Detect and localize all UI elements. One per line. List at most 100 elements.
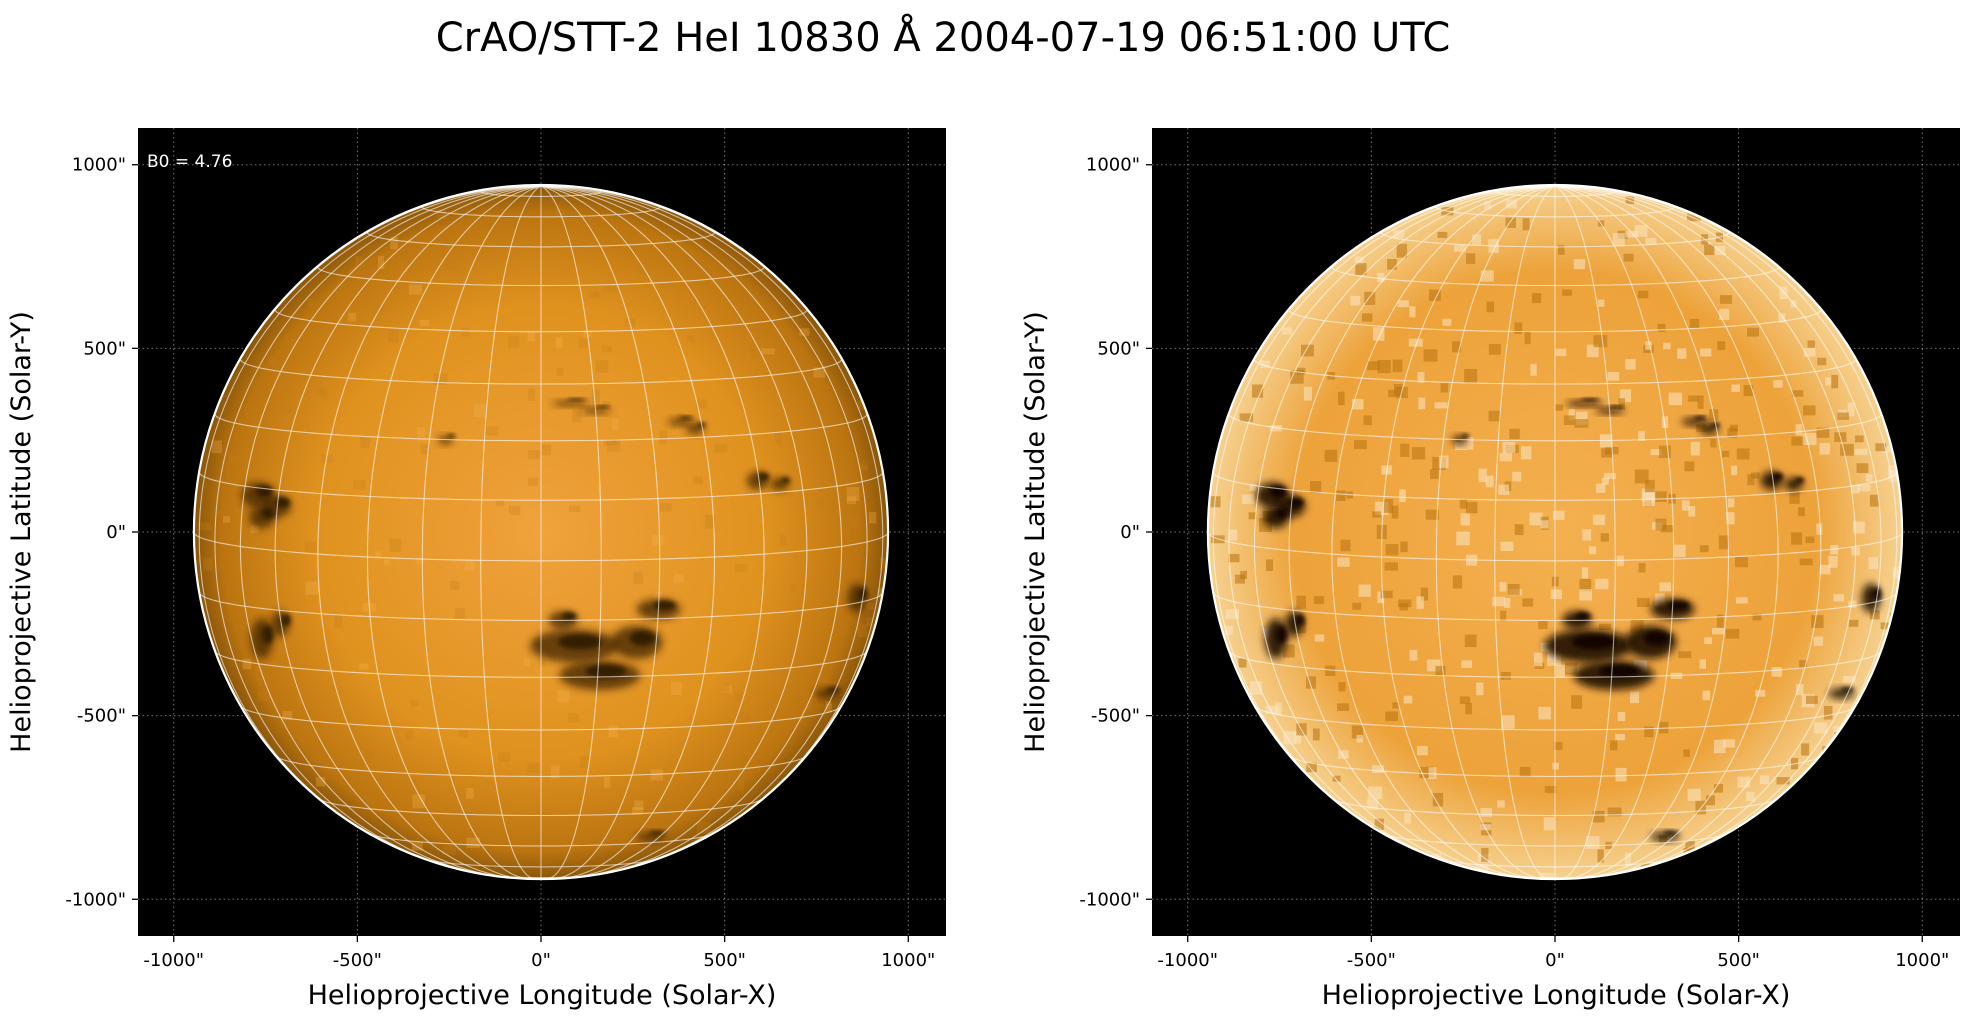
granulation-patch [1500,610,1507,622]
x-tick-label: -1000" [1157,950,1218,971]
grid-curve [1288,185,1556,878]
active-region-core [1663,830,1679,835]
granulation-patch [1275,702,1282,716]
granulation-patch [257,691,270,701]
granulation-patch [484,426,499,436]
granulation-patch [355,256,363,267]
granulation-patch [1704,637,1713,644]
granulation-patch [1820,564,1831,575]
granulation-patch [1530,364,1537,376]
granulation-patch [723,685,733,694]
granulation-patch [651,535,665,546]
granulation-patch [1655,518,1667,531]
grid-curve [1253,358,1857,385]
active-region [1452,435,1467,445]
granulation-patch [305,581,320,595]
granulation-patch [1625,358,1636,370]
granulation-patch [1432,792,1444,807]
granulation-patch [1312,728,1320,741]
granulation-patch [1252,384,1264,398]
granulation-patch [449,580,460,590]
granulation-patch [738,778,745,791]
granulation-patch [1736,448,1750,460]
grid-curve [274,185,542,878]
granulation-patch [1282,327,1293,335]
granulation-patch [495,499,505,507]
granulation-patch [1677,348,1687,359]
granulation-patch [696,821,711,834]
granulation-patch [1857,484,1871,492]
granulation-patch [695,399,707,409]
grid-curve [1212,592,1898,621]
y-axis-label: Helioprojective Latitude (Solar-Y) [6,311,37,753]
granulation-patch [1704,244,1715,255]
y-tick-label: -1000" [65,889,126,910]
active-region-core [281,614,291,626]
granulation-patch [1851,485,1860,494]
granulation-patch [387,329,399,343]
grid-curve [1435,185,1556,880]
solar-features [1210,196,1903,880]
grid-curve [1331,266,1779,287]
granulation-patch [767,336,780,348]
granulation-patch [1713,784,1723,793]
granulation-patch [1689,319,1700,328]
granulation-patch [1638,563,1646,573]
granulation-patch [1607,372,1620,381]
granulation-patch [1618,398,1626,411]
y-tick-label: 500" [1097,338,1140,359]
granulation-patch [1716,614,1724,628]
granulation-patch [737,710,751,721]
grid-curve [239,358,843,385]
granulation-patch [371,304,384,314]
granulation-patch [1550,589,1562,600]
grid-curve [1290,756,1820,777]
granulation-patch [1391,505,1399,519]
granulation-patch [359,663,369,670]
granulation-patch [458,730,469,737]
granulation-patch [816,499,826,507]
granulation-patch [1840,444,1854,456]
granulation-patch [1658,445,1671,459]
active-region-core [1667,600,1690,610]
granulation-patch [1531,293,1542,304]
granulation-patch [1384,562,1398,571]
granulation-patch [1399,603,1409,611]
active-region-core [261,508,275,519]
y-tick-label: 500" [83,338,126,359]
granulation-patch [1529,512,1543,526]
granulation-patch [1524,330,1531,345]
granulation-patch [1719,295,1732,304]
granulation-patch [1361,313,1373,322]
granulation-patch [1586,344,1599,358]
granulation-patch [1306,676,1316,689]
granulation-patch [527,450,541,460]
granulation-patch [1505,217,1516,228]
granulation-patch [474,404,486,417]
granulation-patch [1601,477,1609,485]
granulation-patch [650,769,663,781]
limb-outline [1206,183,1904,881]
granulation-patch [821,480,833,492]
granulation-patch [270,356,277,365]
granulation-patch [603,438,618,446]
granulation-patch [464,559,475,571]
granulation-patch [880,557,889,570]
granulation-patch [1522,598,1534,607]
granulation-patch [412,794,425,809]
granulation-patch [1645,237,1657,245]
granulation-patch [866,617,873,627]
granulation-patch [389,538,402,552]
granulation-patch [1743,385,1754,397]
granulation-patch [1325,665,1336,676]
granulation-patch [1416,596,1424,609]
granulation-patch [1685,840,1695,852]
granulation-patch [276,378,288,392]
granulation-patch [1828,555,1838,568]
granulation-patch [1303,386,1312,401]
granulation-patch [384,559,391,566]
granulation-patch [1688,395,1699,402]
grid-curve [1380,185,1556,880]
granulation-patch [528,388,536,401]
granulation-patch [591,389,600,404]
